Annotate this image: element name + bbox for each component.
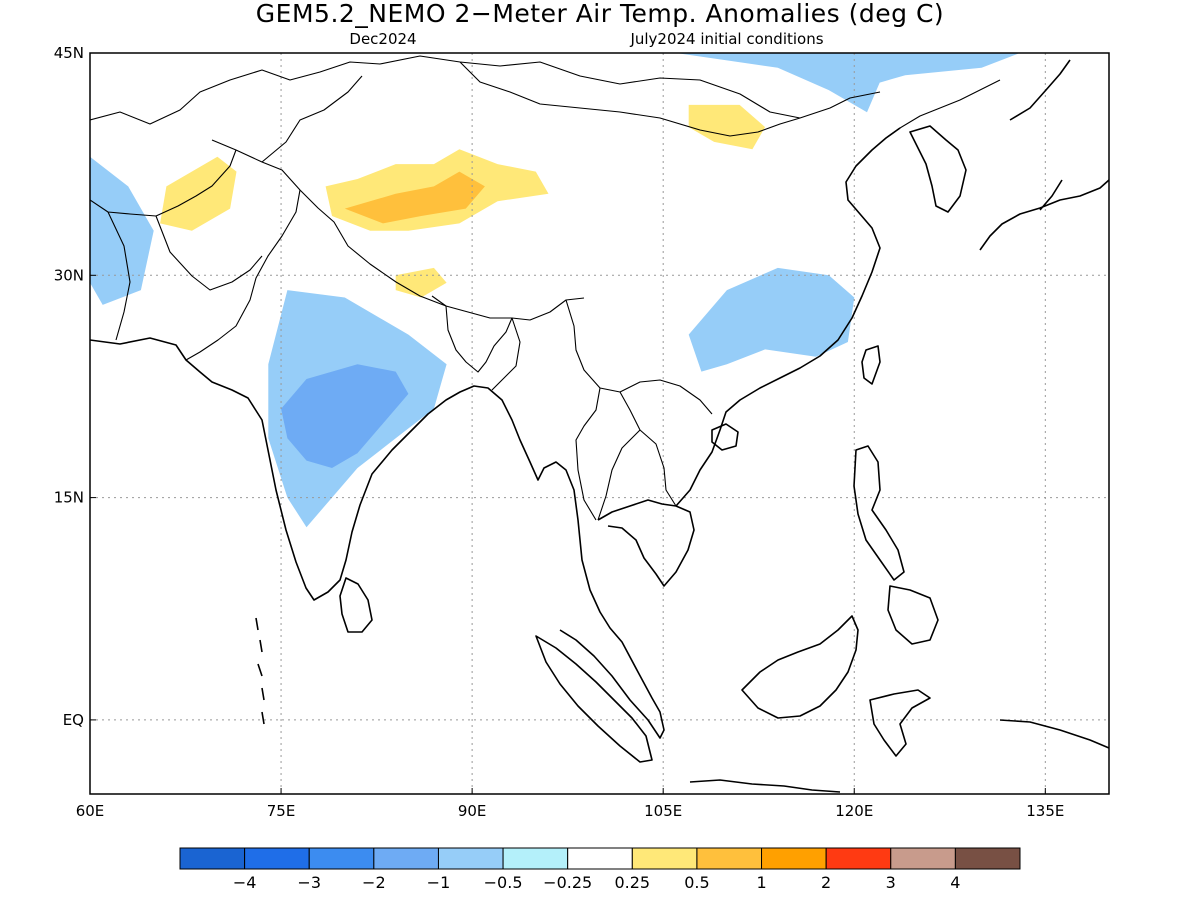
lat-tick-label-0: 45N: [54, 44, 84, 62]
coastline-philippines: [853, 445, 939, 645]
anomaly-shading-layer: [90, 53, 1020, 528]
coastline-hainan: [711, 423, 739, 451]
colorbar-swatch-3: [373, 847, 439, 870]
colorbar-label-7: 0.5: [684, 873, 709, 892]
colorbar-label-3: −1: [427, 873, 451, 892]
gridlines: [90, 53, 1109, 794]
colorbar-label-11: 4: [950, 873, 960, 892]
coastline-new-guinea: [999, 719, 1109, 749]
colorbar-label-10: 3: [886, 873, 896, 892]
anomaly-region-7: [160, 156, 237, 231]
coastline-japan: [979, 59, 1109, 251]
lat-tick-label-2: 15N: [54, 489, 84, 507]
axis-ticks: 60E 75E 90E 105E 120E 135E 45N 30N 15N EQ: [54, 44, 1065, 820]
country-borders: [90, 55, 1001, 521]
border-korea-china: [885, 79, 1001, 139]
border-pakistan-india: [185, 189, 301, 361]
coastline-sri-lanka: [339, 577, 373, 633]
coastline-indochina: [597, 127, 901, 587]
colorbar-swatch-6: [567, 847, 633, 870]
border-himalaya: [211, 139, 585, 321]
colorbar-swatch-1: [244, 847, 310, 870]
map-panel: [89, 52, 1110, 795]
colorbar-swatch-2: [308, 847, 375, 870]
border-mongolia-china: [459, 61, 801, 137]
colorbar-label-2: −2: [362, 873, 386, 892]
anomaly-region-4: [90, 156, 154, 305]
anomaly-region-3: [675, 53, 1020, 113]
colorbar-swatch-5: [502, 847, 569, 870]
colorbar-swatch-0: [179, 847, 246, 870]
coastline-sumatra: [535, 635, 653, 763]
valid-month-label: Dec2024: [349, 30, 416, 48]
colorbar-swatch-10: [825, 847, 892, 870]
lat-tick-label-3: EQ: [63, 711, 84, 729]
coastline-south-asia: [90, 337, 665, 739]
coastline-taiwan: [861, 345, 881, 385]
colorbar-label-8: 1: [756, 873, 766, 892]
colorbar-label-1: −3: [297, 873, 321, 892]
lon-tick-label-1: 75E: [267, 802, 296, 820]
colorbar-label-9: 2: [821, 873, 831, 892]
anomaly-region-6: [344, 171, 485, 224]
lon-tick-label-5: 135E: [1026, 802, 1064, 820]
colorbar-label-5: −0.25: [543, 873, 592, 892]
lat-tick-label-1: 30N: [54, 266, 84, 284]
lon-tick-label-2: 90E: [458, 802, 487, 820]
colorbar: −4 −3 −2 −1 −0.5 −0.25 0.25 0.5 1 2 3 4: [179, 847, 1021, 892]
colorbar-label-0: −4: [233, 873, 257, 892]
coastline-maldives: [255, 617, 265, 725]
coastline-sulawesi: [869, 689, 931, 757]
colorbar-swatch-8: [696, 847, 763, 870]
initial-conditions-label: July2024 initial conditions: [629, 30, 823, 48]
lon-tick-label-3: 105E: [644, 802, 682, 820]
colorbar-swatch-7: [631, 847, 698, 870]
colorbar-swatch-9: [761, 847, 827, 870]
map-frame: [89, 52, 1110, 795]
border-southeast-asia: [491, 299, 713, 521]
coastline-korea: [909, 125, 967, 213]
lon-tick-label-4: 120E: [835, 802, 873, 820]
anomaly-region-2: [688, 267, 855, 372]
colorbar-swatch-11: [890, 847, 956, 870]
lon-tick-label-0: 60E: [76, 802, 105, 820]
chart-title: GEM5.2_NEMO 2−Meter Air Temp. Anomalies …: [256, 0, 944, 28]
map-background: [90, 53, 1109, 794]
coastlines: [90, 59, 1109, 793]
anomaly-region-9: [688, 104, 766, 150]
colorbar-swatch-4: [437, 847, 504, 870]
border-afghanistan: [90, 149, 263, 341]
coastline-borneo: [741, 615, 859, 719]
colorbar-swatch-12: [954, 847, 1021, 870]
coastline-java: [689, 779, 841, 793]
colorbar-label-6: 0.25: [614, 873, 650, 892]
anomaly-region-1: [281, 364, 409, 468]
border-bangladesh: [431, 295, 513, 373]
colorbar-label-4: −0.5: [484, 873, 523, 892]
